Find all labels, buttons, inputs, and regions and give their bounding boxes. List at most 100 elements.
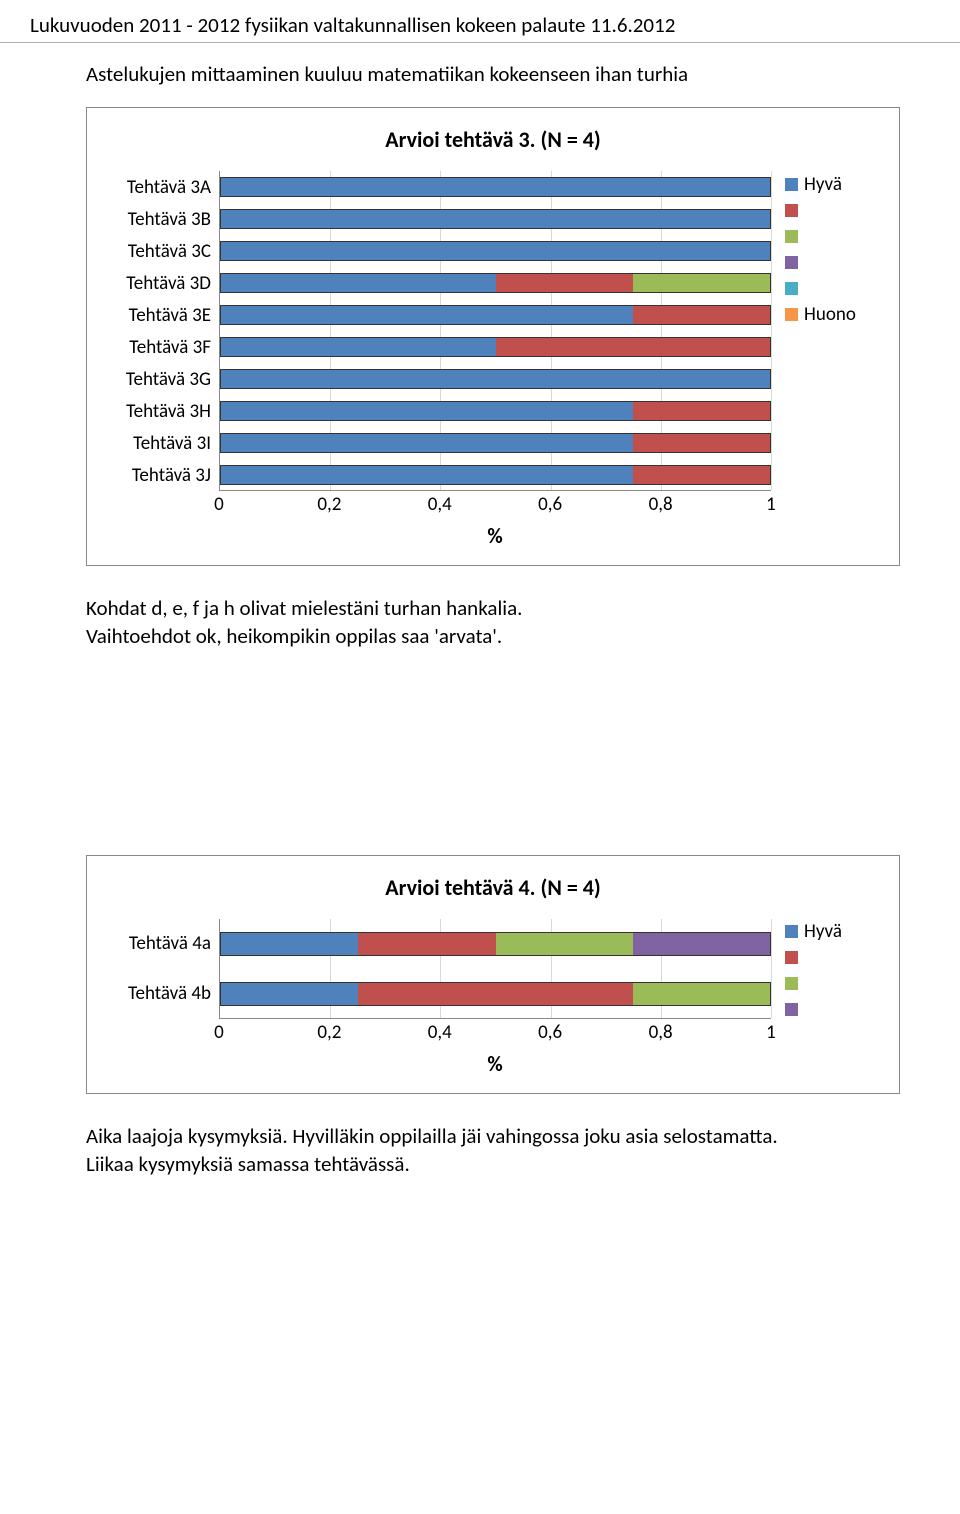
bar-segment — [221, 338, 496, 356]
bar-track — [220, 369, 771, 389]
bar-track — [220, 401, 771, 421]
chart-3-row: Tehtävä 3ATehtävä 3BTehtävä 3CTehtävä 3D… — [101, 171, 885, 549]
legend-swatch — [785, 230, 798, 243]
bar-segment — [221, 370, 770, 388]
bar-segment — [221, 933, 358, 955]
bar-track — [220, 982, 771, 1006]
x-tick-label: 0,2 — [317, 493, 341, 516]
bar-segment — [358, 933, 495, 955]
bar-row — [220, 401, 771, 421]
y-category-label: Tehtävä 3E — [101, 304, 211, 327]
y-category-label: Tehtävä 3C — [101, 240, 211, 263]
legend-item — [785, 249, 885, 275]
x-tick-label: 1 — [766, 493, 776, 516]
bar-segment — [496, 338, 771, 356]
y-category-label: Tehtävä 3I — [101, 432, 211, 455]
gridline — [771, 171, 772, 490]
bar-segment — [633, 434, 770, 452]
chart-4-x-label: % — [219, 1051, 771, 1077]
bar-row — [220, 465, 771, 485]
chart-4-x-axis: 00,20,40,60,81 — [219, 1021, 771, 1049]
bar-segment — [221, 402, 633, 420]
y-category-label: Tehtävä 4b — [101, 982, 211, 1005]
x-tick-label: 0,6 — [538, 1021, 562, 1044]
bar-segment — [633, 933, 770, 955]
bar-row — [220, 337, 771, 357]
legend-swatch — [785, 256, 798, 269]
comment-1: Kohdat d, e, f ja h olivat mielestäni tu… — [0, 566, 960, 651]
bar-segment — [221, 466, 633, 484]
chart-3-title: Arvioi tehtävä 3. (N = 4) — [101, 126, 885, 153]
y-category-label: Tehtävä 4a — [101, 932, 211, 955]
legend-swatch — [785, 951, 798, 964]
x-tick-label: 0,6 — [538, 493, 562, 516]
x-tick-label: 1 — [766, 1021, 776, 1044]
chart-4-row: Tehtävä 4a Tehtävä 4b 0 0,2 0,4 0,6 0,8 1 % Hy… — [101, 919, 885, 1077]
legend-label: Huono — [804, 303, 856, 326]
chart-4-box: Arvioi tehtävä 4. (N = 4) Tehtävä 4aTeht… — [86, 855, 900, 1094]
y-category-label: Tehtävä 3G — [101, 368, 211, 391]
chart-4-y-labels: Tehtävä 4a Tehtävä 4b — [101, 919, 219, 1019]
comment-2-line-2: Liikaa kysymyksiä samassa tehtävässä. — [86, 1150, 960, 1178]
x-tick-label: 0,4 — [428, 493, 452, 516]
chart-3-y-labels: Tehtävä 3ATehtävä 3BTehtävä 3CTehtävä 3D… — [101, 171, 219, 491]
bar-segment — [221, 242, 770, 260]
legend-item — [785, 223, 885, 249]
chart-3-x-axis: 00,20,40,60,81 — [219, 493, 771, 521]
chart-4-plot-wrap: 00,20,40,60,81 % — [219, 919, 771, 1077]
legend-item: Hyvä — [785, 919, 885, 945]
bar-row — [220, 177, 771, 197]
legend-item — [785, 945, 885, 971]
bar-segment — [221, 434, 633, 452]
legend-swatch — [785, 178, 798, 191]
bar-segment — [221, 274, 496, 292]
chart-3-x-label: % — [219, 523, 771, 549]
y-category-label: Tehtävä 3H — [101, 400, 211, 423]
bar-track — [220, 305, 771, 325]
chart-4-legend: Hyvä — [771, 919, 885, 1077]
y-category-label: Tehtävä 3F — [101, 336, 211, 359]
spacer — [0, 651, 960, 851]
legend-label: Hyvä — [804, 173, 842, 196]
x-tick-label: 0 — [214, 493, 224, 516]
x-tick-label: 0,2 — [317, 1021, 341, 1044]
chart-4-title: Arvioi tehtävä 4. (N = 4) — [101, 874, 885, 901]
bar-segment — [633, 983, 770, 1005]
legend-item — [785, 997, 885, 1023]
legend-swatch — [785, 308, 798, 321]
bar-row — [220, 209, 771, 229]
legend-item: Huono — [785, 301, 885, 327]
chart-4-plot — [219, 919, 771, 1019]
gridline — [771, 919, 772, 1018]
bar-track — [220, 241, 771, 261]
bar-segment — [221, 178, 770, 196]
legend-swatch — [785, 282, 798, 295]
bar-track — [220, 209, 771, 229]
bar-row — [220, 241, 771, 261]
bar-segment — [633, 306, 770, 324]
comment-1-line-2: Vaihtoehdot ok, heikompikin oppilas saa … — [86, 622, 960, 650]
comment-1-line-1: Kohdat d, e, f ja h olivat mielestäni tu… — [86, 594, 960, 622]
legend-item: Hyvä — [785, 171, 885, 197]
bar-segment — [221, 983, 358, 1005]
x-tick-label: 0,8 — [649, 1021, 673, 1044]
legend-label: Hyvä — [804, 920, 842, 943]
x-tick-label: 0,8 — [649, 493, 673, 516]
bar-track — [220, 433, 771, 453]
legend-item — [785, 275, 885, 301]
legend-item — [785, 197, 885, 223]
bar-track — [220, 177, 771, 197]
bar-segment — [221, 306, 633, 324]
bar-segment — [221, 210, 770, 228]
x-tick-label: 0 — [214, 1021, 224, 1044]
legend-swatch — [785, 1003, 798, 1016]
y-category-label: Tehtävä 3D — [101, 272, 211, 295]
bar-row — [220, 305, 771, 325]
bar-row — [220, 433, 771, 453]
bar-segment — [358, 983, 633, 1005]
legend-item — [785, 971, 885, 997]
chart-3-box: Arvioi tehtävä 3. (N = 4) Tehtävä 3ATeht… — [86, 107, 900, 566]
page: Lukuvuoden 2011 - 2012 fysiikan valtakun… — [0, 0, 960, 1178]
legend-swatch — [785, 977, 798, 990]
x-tick-label: 0,4 — [428, 1021, 452, 1044]
